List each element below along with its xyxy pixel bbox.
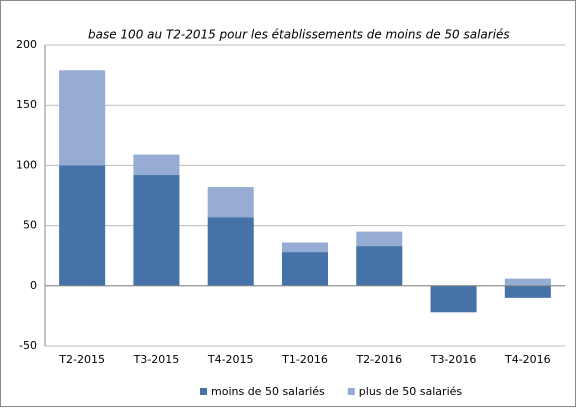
y-tick-label: 50 xyxy=(23,219,37,232)
bar xyxy=(356,231,403,247)
legend-label: moins de 50 salariés xyxy=(211,385,325,398)
x-tick-label: T1-2016 xyxy=(281,353,328,366)
bar xyxy=(356,246,403,286)
y-tick-label: 100 xyxy=(16,158,37,171)
bar xyxy=(59,70,106,166)
x-tick-label: T4-2015 xyxy=(207,353,254,366)
y-tick-label: 150 xyxy=(16,98,37,111)
bar xyxy=(504,278,551,286)
bar xyxy=(504,285,551,298)
legend-swatch xyxy=(347,388,355,395)
bar xyxy=(207,187,254,218)
y-tick-label: 200 xyxy=(16,38,37,51)
x-tick-label: T3-2015 xyxy=(133,353,180,366)
bar xyxy=(207,217,254,286)
x-tick-label: T3-2016 xyxy=(430,353,477,366)
bar xyxy=(430,285,477,313)
y-tick-label: -50 xyxy=(19,339,37,352)
y-tick-label: 0 xyxy=(30,279,37,292)
bar xyxy=(281,252,329,286)
x-tick-label: T4-2016 xyxy=(504,353,551,366)
x-tick-label: T2-2016 xyxy=(355,353,402,366)
legend-swatch xyxy=(200,388,207,395)
bar xyxy=(59,165,106,286)
legend-label: plus de 50 salariés xyxy=(359,385,463,398)
x-tick-label: T2-2015 xyxy=(58,353,105,366)
bar xyxy=(133,154,180,176)
bar xyxy=(281,242,329,253)
chart-title: base 100 au T2-2015 pour les établisseme… xyxy=(88,28,510,42)
bar xyxy=(133,175,180,286)
